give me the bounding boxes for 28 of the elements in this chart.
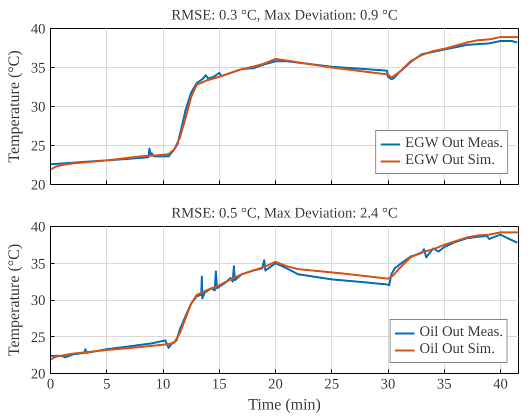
- legend-label: Oil Out Meas.: [420, 324, 503, 341]
- y-tick-label: 20: [30, 366, 46, 382]
- y-tick-label: 40: [30, 220, 46, 236]
- x-tick-label: 40: [493, 376, 508, 392]
- x-tick-label: 25: [324, 376, 340, 392]
- y-tick-label: 25: [30, 138, 46, 154]
- x-tick-label: 20: [268, 376, 283, 392]
- x-tick-label: 5: [103, 376, 110, 392]
- y-tick-label: 20: [30, 178, 46, 194]
- y-tick-label: 30: [30, 293, 46, 309]
- legend-label: Oil Out Sim.: [420, 341, 495, 358]
- y-tick-label: 35: [30, 256, 46, 272]
- y-tick-label: 30: [30, 100, 46, 116]
- chart-title: RMSE: 0.5 °C, Max Deviation: 2.4 °C: [171, 206, 398, 222]
- x-tick-label: 15: [212, 376, 227, 392]
- y-tick-label: 35: [30, 60, 46, 76]
- x-tick-label: 0: [46, 376, 54, 392]
- y-axis-title: Temperature (°C): [6, 244, 23, 356]
- legend-label: EGW Out Meas.: [405, 135, 503, 152]
- chart-title: RMSE: 0.3 °C, Max Deviation: 0.9 °C: [171, 8, 398, 24]
- x-tick-label: 35: [436, 376, 452, 392]
- y-tick-label: 25: [30, 330, 46, 346]
- y-tick-label: 40: [30, 22, 46, 38]
- x-axis-title: Time (min): [248, 396, 321, 414]
- x-tick-label: 10: [156, 376, 170, 392]
- legend-label: EGW Out Sim.: [405, 152, 495, 169]
- x-tick-label: 30: [380, 376, 396, 392]
- y-axis-title: Temperature (°C): [6, 50, 23, 163]
